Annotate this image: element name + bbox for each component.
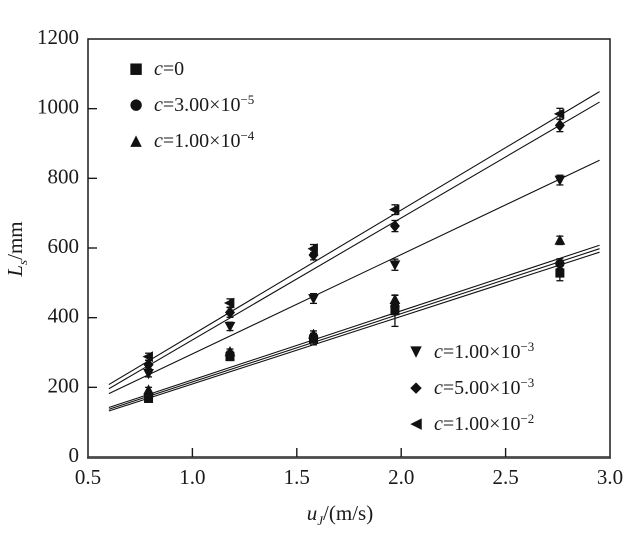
y-tick-label: 0 bbox=[69, 443, 80, 467]
fit-line-c=5.00e-3 bbox=[108, 101, 600, 390]
triangle-up-icon: ▲ bbox=[130, 130, 142, 149]
x-tick-label: 2.5 bbox=[492, 465, 518, 489]
tick-labels: 0.5 1.0 1.5 2.0 2.5 3.0 0 200 400 600 800 1000 1200 bbox=[37, 25, 623, 489]
triangle-down-icon: ▼ bbox=[410, 341, 422, 360]
legend-item-c0: ■ c=0 bbox=[126, 50, 254, 86]
triangle-left-icon: ◀ bbox=[410, 413, 422, 432]
y-tick-label: 200 bbox=[48, 373, 80, 397]
x-axis-title: uJ/(m/s) bbox=[307, 501, 373, 529]
legend-label: c=1.00×10−4 bbox=[154, 127, 255, 152]
x-axis-unit: /(m/s) bbox=[323, 501, 374, 525]
legend-item-c1e-3: ▼ c=1.00×10−3 bbox=[406, 333, 534, 369]
x-tick-label: 1.5 bbox=[284, 465, 310, 489]
y-tick-label: 800 bbox=[48, 164, 80, 188]
series-c=1.00e-2 bbox=[142, 107, 565, 363]
x-tick-label: 3.0 bbox=[597, 465, 623, 489]
fit-line-c=1.00e-2 bbox=[108, 91, 600, 386]
circle-icon: ● bbox=[129, 94, 143, 113]
fit-line-c=1.00e-3 bbox=[108, 159, 600, 395]
x-axis-subscript: J bbox=[317, 513, 324, 528]
legend-label: c=0 bbox=[154, 57, 185, 80]
x-tick-label: 0.5 bbox=[75, 465, 101, 489]
square-icon: ■ bbox=[128, 58, 144, 77]
y-tick-label: 400 bbox=[48, 304, 80, 328]
legend-item-c5e-3: ◆ c=5.00×10−3 bbox=[406, 369, 534, 405]
legend-bottom: ▼ c=1.00×10−3 ◆ c=5.00×10−3 ◀ c=1.00×10−… bbox=[406, 333, 534, 441]
legend-label: c=1.00×10−3 bbox=[434, 338, 535, 363]
x-tick-label: 1.0 bbox=[179, 465, 205, 489]
legend-label: c=1.00×10−2 bbox=[434, 410, 535, 435]
series-c=1.00e-4 bbox=[143, 234, 566, 395]
fit-line-c=3.00e-5 bbox=[108, 248, 600, 410]
legend-label: c=3.00×10−5 bbox=[154, 91, 255, 116]
fit-line-c=1.00e-4 bbox=[108, 244, 600, 409]
y-axis-unit: /mm bbox=[3, 221, 27, 260]
x-tick-label: 2.0 bbox=[388, 465, 414, 489]
fit-lines bbox=[108, 91, 600, 412]
axis-ticks bbox=[88, 107, 507, 457]
legend-item-c1e-2: ◀ c=1.00×10−2 bbox=[406, 405, 534, 441]
y-axis-variable: L bbox=[3, 264, 27, 277]
y-tick-label: 1000 bbox=[37, 95, 79, 119]
legend-item-c1e-4: ▲ c=1.00×10−4 bbox=[126, 122, 254, 158]
x-axis-variable: u bbox=[306, 501, 318, 525]
y-tick-label: 1200 bbox=[37, 25, 79, 49]
y-axis-title: Ls/mm bbox=[3, 221, 31, 276]
y-tick-label: 600 bbox=[48, 234, 80, 258]
fit-line-c=0 bbox=[108, 251, 600, 412]
legend-label: c=5.00×10−3 bbox=[434, 374, 535, 399]
diamond-icon: ◆ bbox=[410, 377, 422, 396]
series-c=1.00e-3 bbox=[143, 174, 566, 380]
legend-top: ■ c=0 ● c=3.00×10−5 ▲ c=1.00×10−4 bbox=[126, 50, 254, 158]
legend-item-c3e-5: ● c=3.00×10−5 bbox=[126, 86, 254, 122]
y-axis-subscript: s bbox=[15, 259, 30, 265]
